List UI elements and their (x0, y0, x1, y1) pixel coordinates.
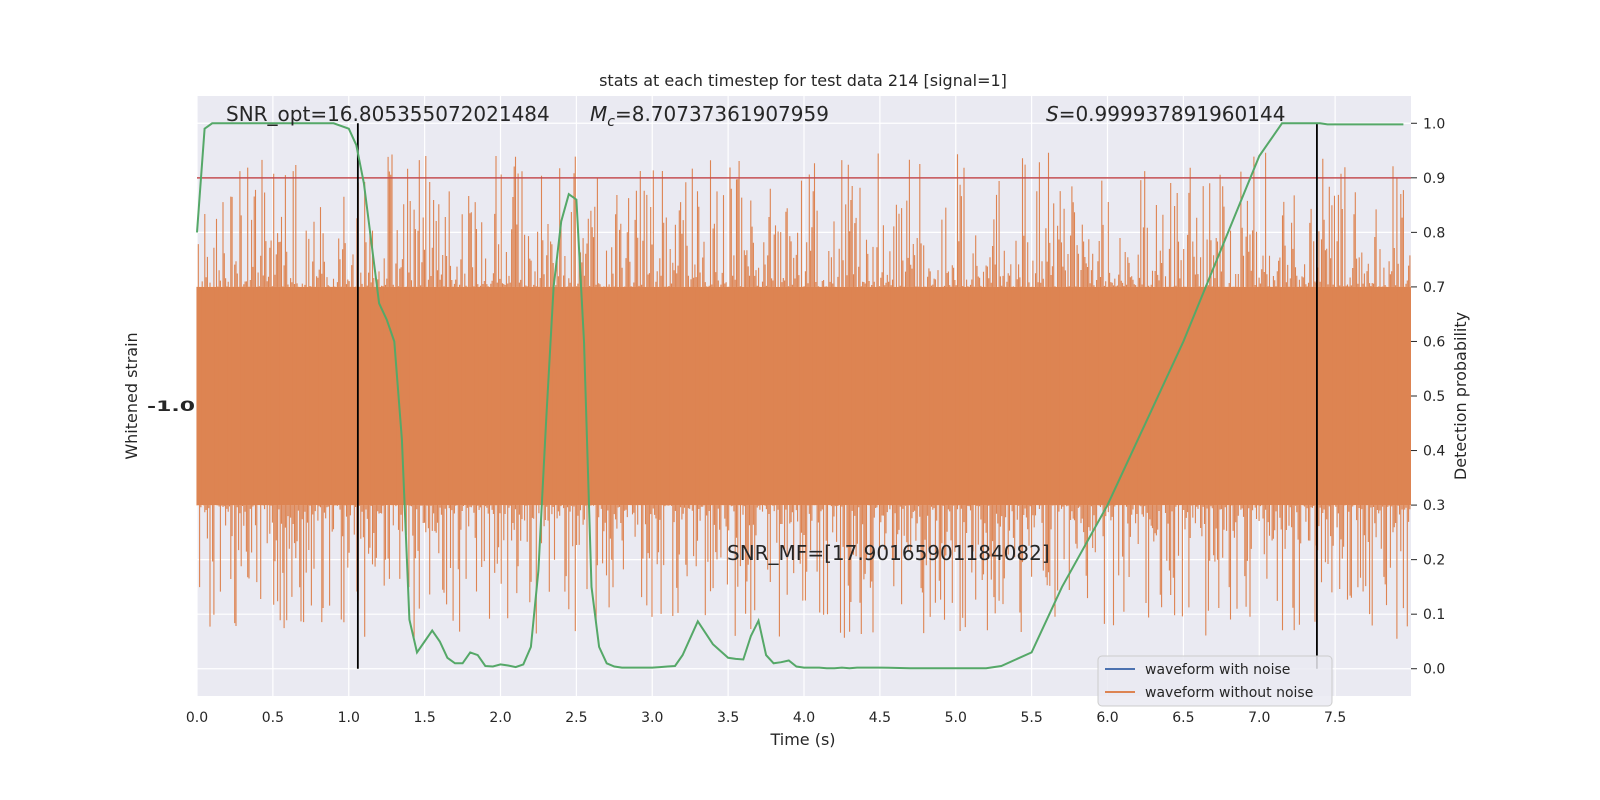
left-axis-overlapping-ticks: -1.0 (147, 399, 195, 415)
x-tick-labels: 0.0 0.5 1.0 1.5 2.0 2.5 3.0 3.5 4.0 4.5 5.0 5.5 6.0 6… (186, 710, 1346, 726)
right-y-axis-label: Detection probability (1451, 312, 1470, 480)
event-boundary-lines (356, 123, 1318, 669)
x-tick-label-3: 1.5 (413, 710, 435, 726)
right-y-tick-label-0: 0.0 (1423, 662, 1445, 678)
legend-label-without-noise: waveform without noise (1145, 685, 1313, 701)
right-y-tick-label-8: 0.8 (1423, 225, 1445, 241)
chirp-mass-value: =8.70737361907959 (615, 102, 829, 126)
x-tick-label-5: 2.5 (565, 710, 587, 726)
annotation-snr-mf: SNR_MF=[17.90165901184082] (727, 541, 1050, 565)
series-detection-probability (196, 122, 1404, 670)
right-y-tick-label-4: 0.4 (1423, 444, 1445, 460)
x-tick-label-11: 5.5 (1020, 710, 1042, 726)
x-tick-label-6: 3.0 (641, 710, 663, 726)
right-y-tick-label-10: 1.0 (1423, 116, 1445, 132)
right-y-tick-label-5: 0.5 (1423, 389, 1445, 405)
x-tick-label-12: 6.0 (1096, 710, 1118, 726)
legend: waveform with noise waveform without noi… (1097, 655, 1333, 707)
legend-box (1097, 655, 1333, 707)
right-y-tick-label-1: 0.1 (1423, 607, 1445, 623)
chart-title: stats at each timestep for test data 214… (599, 71, 1007, 90)
right-y-tick-label-2: 0.2 (1423, 553, 1445, 569)
legend-label-with-noise: waveform with noise (1145, 662, 1290, 678)
right-y-tick-label-3: 0.3 (1423, 498, 1445, 514)
x-tick-label-1: 0.5 (262, 710, 284, 726)
right-y-tick-label-9: 0.9 (1423, 171, 1445, 187)
statistic-value: =0.999937891960144 (1059, 102, 1286, 126)
left-y-axis-label: Whitened strain (122, 332, 141, 459)
x-tick-label-7: 3.5 (717, 710, 739, 726)
chirp-mass-subscript: c (607, 114, 615, 130)
x-tick-label-9: 4.5 (869, 710, 891, 726)
x-tick-label-15: 7.5 (1324, 710, 1346, 726)
x-axis-label: Time (s) (769, 730, 835, 749)
annotation-snr-opt: SNR_opt=16.805355072021484 (226, 102, 550, 126)
x-tick-label-4: 2.0 (489, 710, 511, 726)
annotation-statistic: S=0.999937891960144 (1046, 102, 1285, 126)
x-tick-label-14: 7.0 (1248, 710, 1270, 726)
statistic-symbol: S (1046, 102, 1059, 126)
x-tick-label-8: 4.0 (793, 710, 815, 726)
right-y-tick-label-7: 0.7 (1423, 280, 1445, 296)
x-tick-label-0: 0.0 (186, 710, 208, 726)
x-tick-label-2: 1.0 (338, 710, 360, 726)
right-y-tick-label-6: 0.6 (1423, 334, 1445, 350)
noise-spikes (196, 152, 1411, 639)
right-y-tick-labels: 0.0 0.1 0.2 0.3 0.4 0.5 0.6 0.7 0.8 0.9 1.0 (1411, 116, 1445, 678)
chirp-mass-symbol: M (590, 102, 607, 126)
x-tick-label-10: 5.0 (945, 710, 967, 726)
x-tick-label-13: 6.5 (1172, 710, 1194, 726)
annotation-chirp-mass: Mc=8.70737361907959 (590, 102, 829, 130)
